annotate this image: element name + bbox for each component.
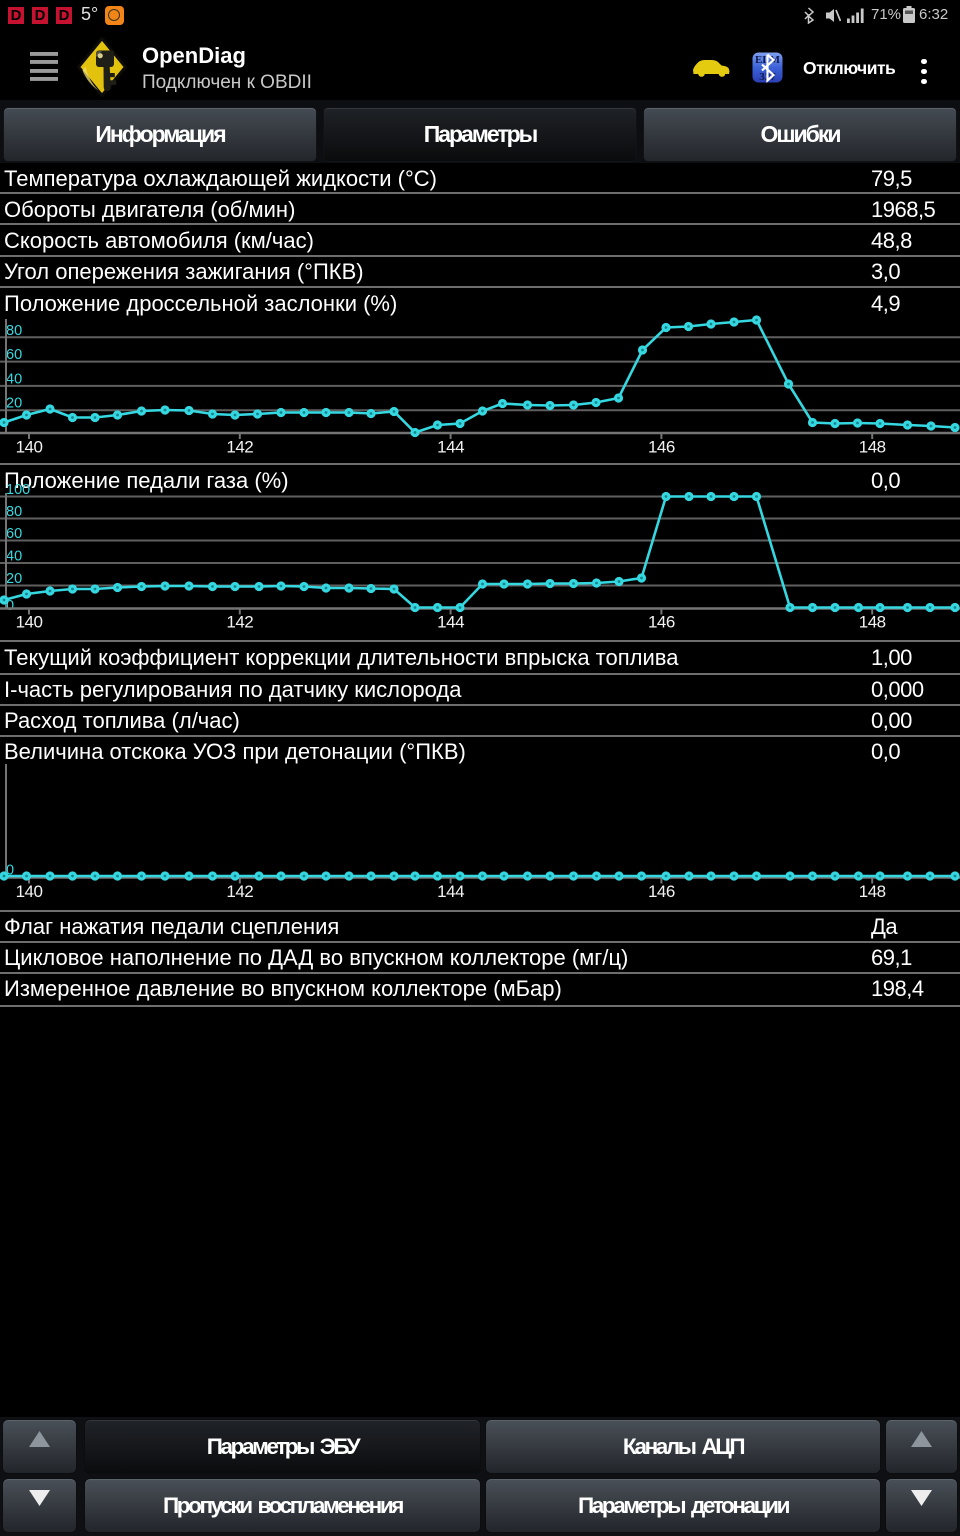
svg-text:140: 140 — [16, 438, 43, 457]
svg-text:40: 40 — [6, 549, 22, 565]
svg-text:148: 148 — [859, 438, 886, 457]
svg-text:80: 80 — [6, 504, 22, 520]
svg-text:40: 40 — [6, 371, 22, 387]
svg-text:140: 140 — [16, 882, 43, 901]
svg-text:0: 0 — [6, 863, 14, 879]
svg-text:142: 142 — [226, 613, 253, 632]
svg-text:146: 146 — [648, 882, 675, 901]
svg-text:148: 148 — [859, 882, 886, 901]
svg-text:144: 144 — [437, 882, 464, 901]
svg-text:0: 0 — [6, 598, 14, 614]
svg-text:144: 144 — [437, 438, 464, 457]
svg-text:80: 80 — [6, 323, 22, 339]
svg-text:60: 60 — [6, 347, 22, 363]
svg-text:146: 146 — [648, 438, 675, 457]
svg-text:144: 144 — [437, 613, 464, 632]
svg-text:146: 146 — [648, 613, 675, 632]
svg-text:140: 140 — [16, 613, 43, 632]
svg-text:60: 60 — [6, 526, 22, 542]
svg-text:20: 20 — [6, 396, 22, 412]
svg-text:142: 142 — [226, 438, 253, 457]
svg-text:20: 20 — [6, 571, 22, 587]
svg-text:100: 100 — [6, 482, 30, 498]
svg-text:148: 148 — [859, 613, 886, 632]
svg-text:142: 142 — [226, 882, 253, 901]
